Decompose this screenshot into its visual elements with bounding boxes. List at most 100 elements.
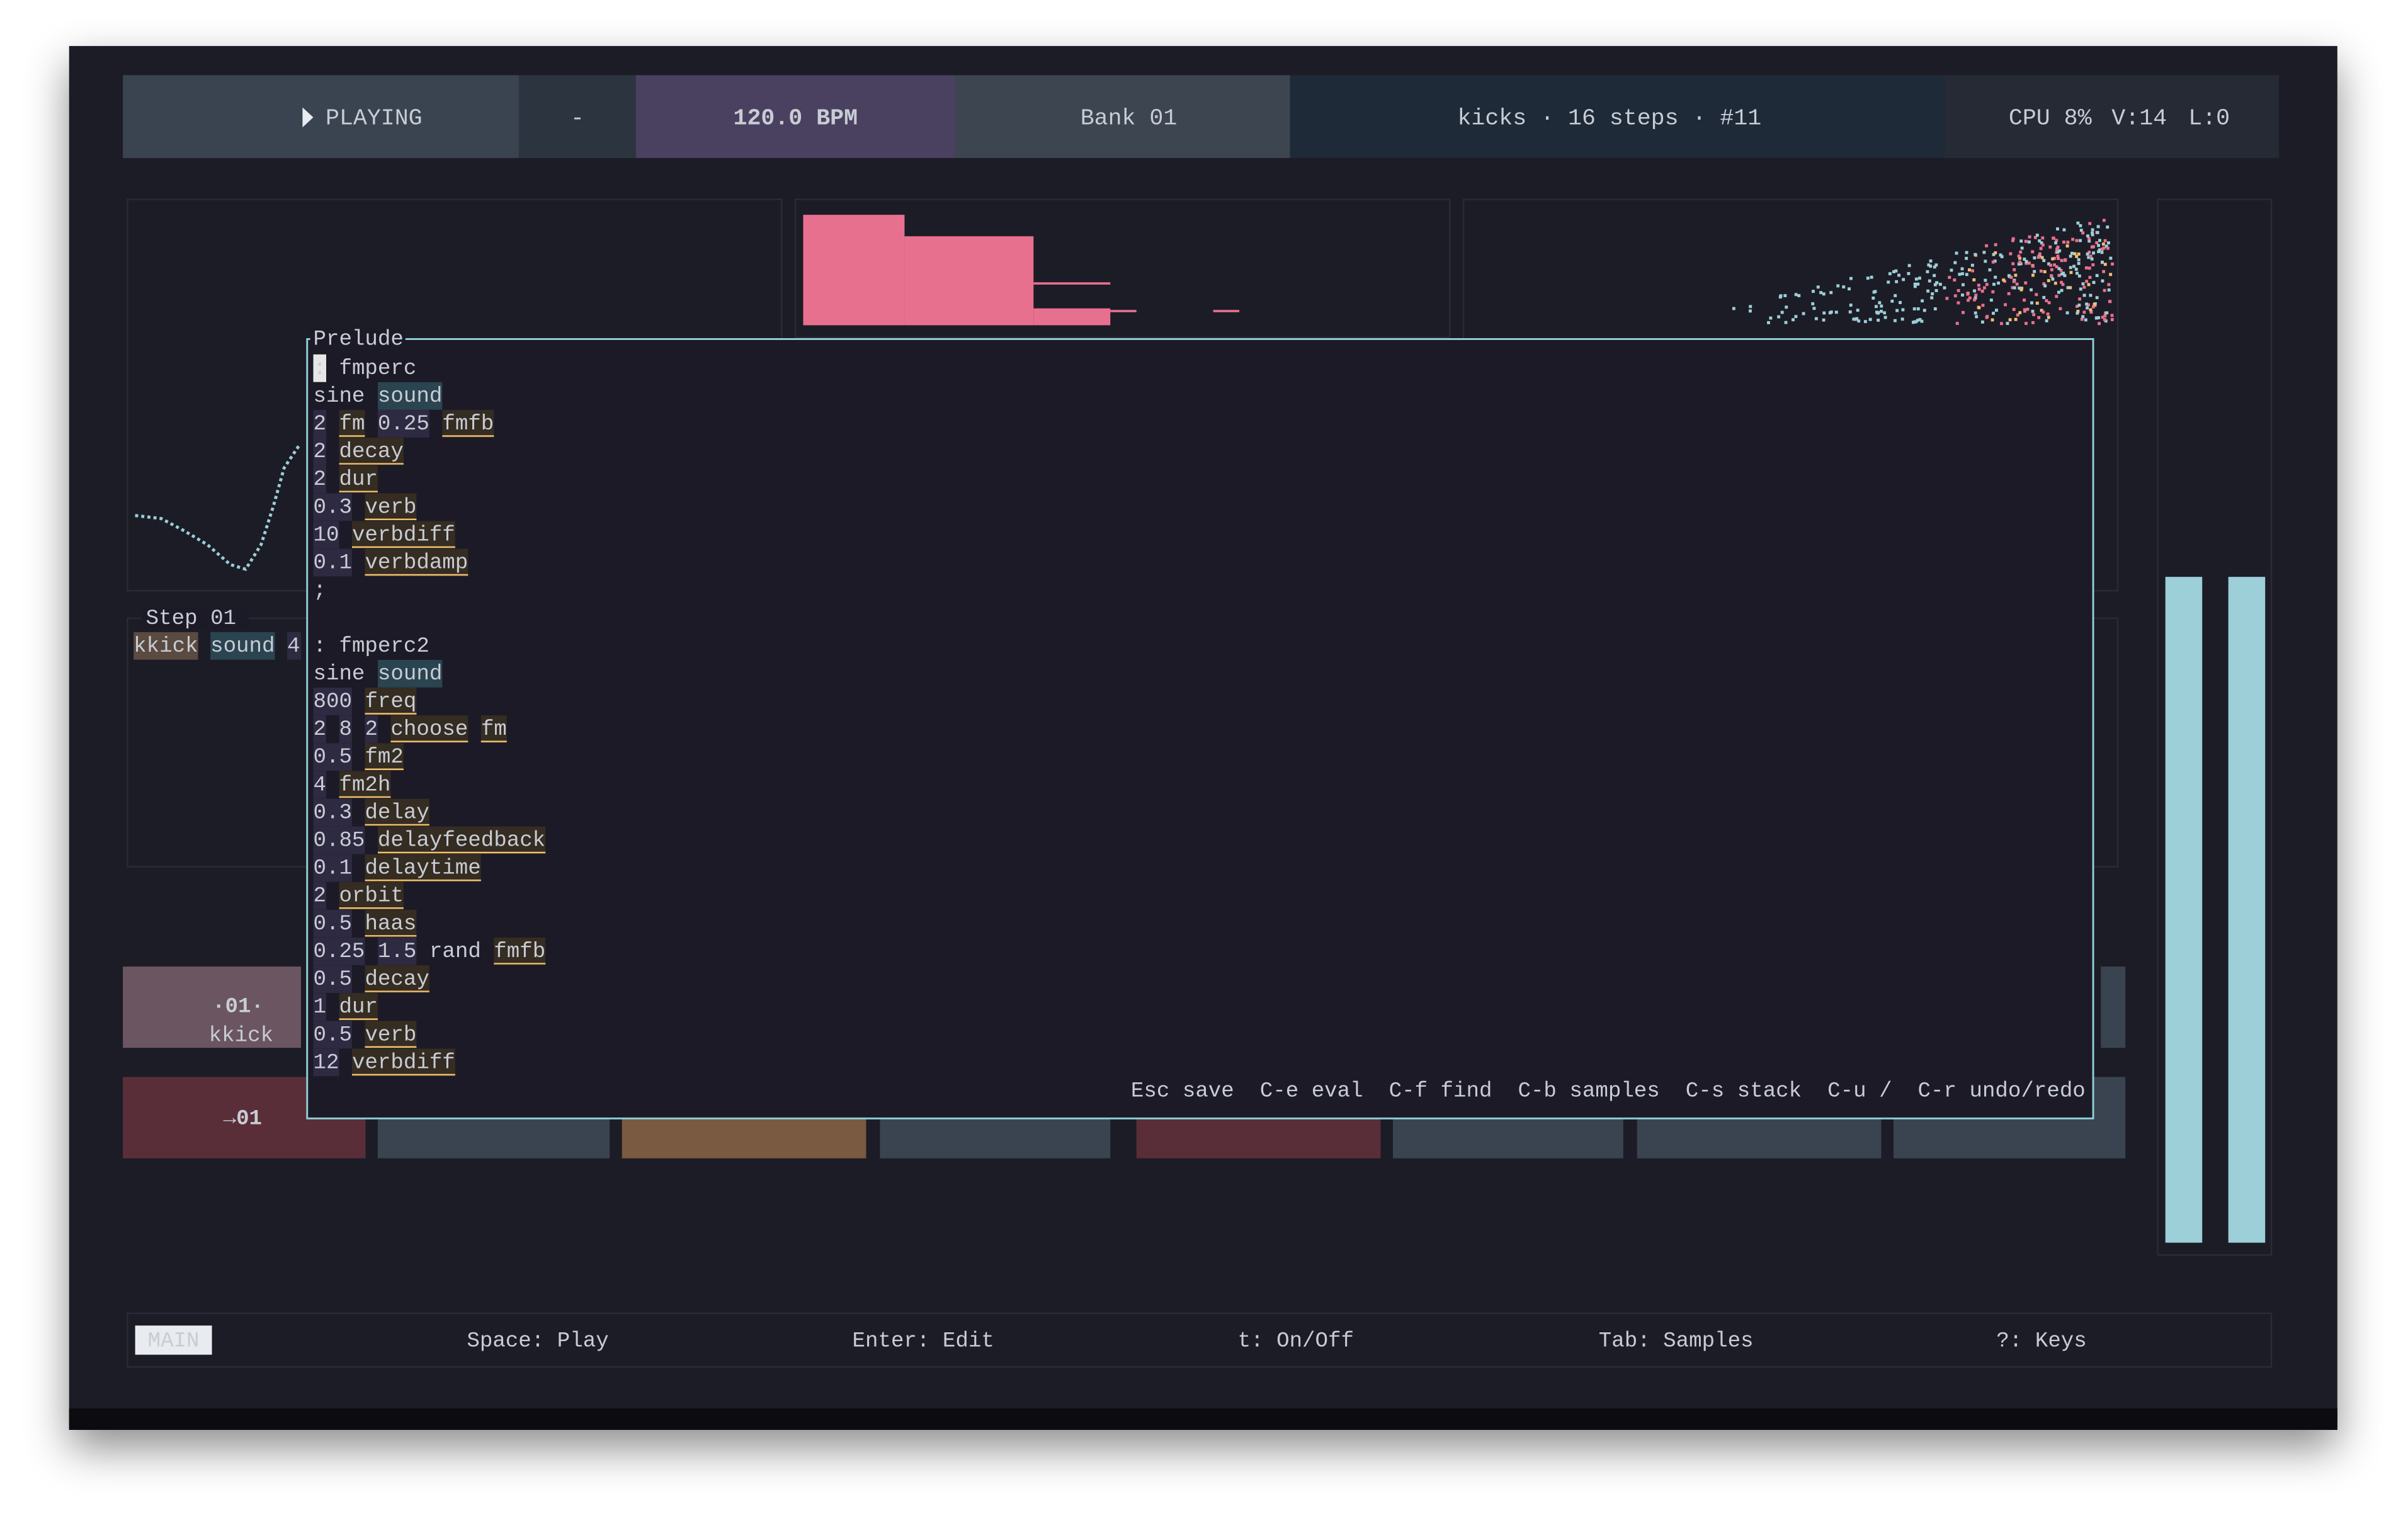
dot bbox=[2055, 265, 2059, 269]
dot bbox=[1749, 305, 1752, 309]
dot bbox=[1892, 270, 1895, 273]
dot bbox=[1928, 279, 1931, 283]
dot bbox=[1999, 253, 2002, 257]
bank-segment[interactable] bbox=[955, 75, 1290, 158]
dot bbox=[2007, 274, 2011, 278]
dot bbox=[2100, 251, 2104, 254]
dot bbox=[2097, 316, 2101, 320]
bank: Bank 01 bbox=[1081, 105, 1178, 131]
spectrum-bar bbox=[1110, 310, 1137, 312]
token-bg bbox=[365, 493, 417, 521]
dot bbox=[1897, 273, 1900, 277]
dot bbox=[1994, 251, 1997, 254]
dot bbox=[2103, 314, 2107, 318]
dot bbox=[2096, 225, 2100, 229]
code-token: delaytime bbox=[365, 857, 480, 881]
dot bbox=[2019, 262, 2023, 266]
token-bg bbox=[365, 1021, 417, 1049]
dot bbox=[2012, 308, 2016, 311]
dot bbox=[1955, 251, 1958, 255]
dot bbox=[1914, 277, 1918, 281]
dot bbox=[2056, 246, 2060, 249]
hint-key: C-e bbox=[1260, 1079, 1298, 1103]
dot bbox=[1811, 302, 1815, 305]
dot bbox=[1985, 244, 1988, 247]
code-token: 0.3 bbox=[314, 496, 352, 519]
dot bbox=[2008, 318, 2012, 322]
dot bbox=[2087, 283, 2091, 286]
dot bbox=[2033, 269, 2036, 273]
dot bbox=[2082, 310, 2086, 314]
dot bbox=[1878, 301, 1882, 305]
dot bbox=[1994, 275, 1997, 279]
dot bbox=[2031, 309, 2035, 313]
dot bbox=[2101, 242, 2105, 246]
dot bbox=[2026, 307, 2030, 311]
code-token: verb bbox=[365, 496, 416, 519]
token-bg bbox=[313, 1048, 339, 1077]
pattern-segment[interactable] bbox=[1290, 75, 1945, 158]
hint-key: C-r bbox=[1918, 1079, 1956, 1103]
dot bbox=[2017, 262, 2021, 266]
dot bbox=[2006, 322, 2009, 326]
dot bbox=[2037, 315, 2041, 319]
dot bbox=[1900, 317, 1904, 321]
code-token: freq bbox=[365, 690, 416, 714]
dot bbox=[2086, 306, 2089, 310]
step-button[interactable] bbox=[2101, 967, 2126, 1048]
dot bbox=[2091, 263, 2095, 266]
dot bbox=[2079, 287, 2082, 291]
dot bbox=[2057, 273, 2061, 277]
dot bbox=[2042, 282, 2046, 286]
editor[interactable] bbox=[306, 338, 2094, 1120]
code-token: 12 bbox=[314, 1051, 339, 1075]
footer-key: Tab: bbox=[1599, 1330, 1650, 1354]
dot bbox=[1822, 311, 1826, 315]
dot bbox=[1916, 282, 1920, 286]
dot bbox=[1933, 283, 1937, 286]
code-token: fmperc bbox=[339, 357, 416, 381]
dot bbox=[2092, 245, 2095, 249]
dot bbox=[2040, 309, 2043, 312]
dot bbox=[2084, 318, 2087, 322]
token-bg bbox=[365, 854, 481, 882]
dot bbox=[1887, 280, 1890, 284]
dot bbox=[2095, 274, 2099, 278]
token-bg bbox=[365, 909, 417, 938]
token-bg bbox=[313, 882, 326, 910]
mode-badge bbox=[135, 1325, 212, 1355]
code-token: dur bbox=[339, 468, 377, 492]
dot bbox=[2057, 257, 2060, 261]
dot bbox=[2053, 281, 2057, 285]
token-bg bbox=[313, 410, 326, 438]
dot bbox=[1849, 303, 1853, 307]
dot bbox=[2108, 300, 2112, 303]
dot bbox=[1842, 285, 1846, 289]
tempo-segment[interactable] bbox=[635, 75, 955, 158]
dot bbox=[2069, 254, 2072, 258]
dot bbox=[2065, 244, 2069, 248]
step-button[interactable] bbox=[123, 967, 301, 1048]
dot bbox=[1836, 284, 1840, 288]
dot bbox=[2056, 250, 2060, 254]
token-bg bbox=[313, 493, 352, 521]
dot bbox=[2076, 309, 2080, 313]
dot bbox=[1848, 287, 1851, 291]
dot bbox=[2050, 274, 2053, 278]
token-bg bbox=[351, 1048, 455, 1077]
dot bbox=[2076, 305, 2079, 309]
token-bg bbox=[365, 798, 429, 827]
dot bbox=[2048, 245, 2052, 249]
token-bg bbox=[313, 688, 352, 715]
status-segment[interactable] bbox=[123, 75, 520, 158]
code-token: fm bbox=[481, 718, 507, 742]
hint-desc: eval bbox=[1312, 1079, 1363, 1103]
dot bbox=[2065, 311, 2069, 315]
dot bbox=[2031, 250, 2035, 254]
dot bbox=[2042, 296, 2046, 299]
dot bbox=[2087, 237, 2091, 241]
code-token: sine bbox=[314, 662, 365, 686]
dot bbox=[2087, 256, 2091, 259]
token-bg bbox=[390, 715, 469, 744]
dot bbox=[2088, 222, 2092, 225]
